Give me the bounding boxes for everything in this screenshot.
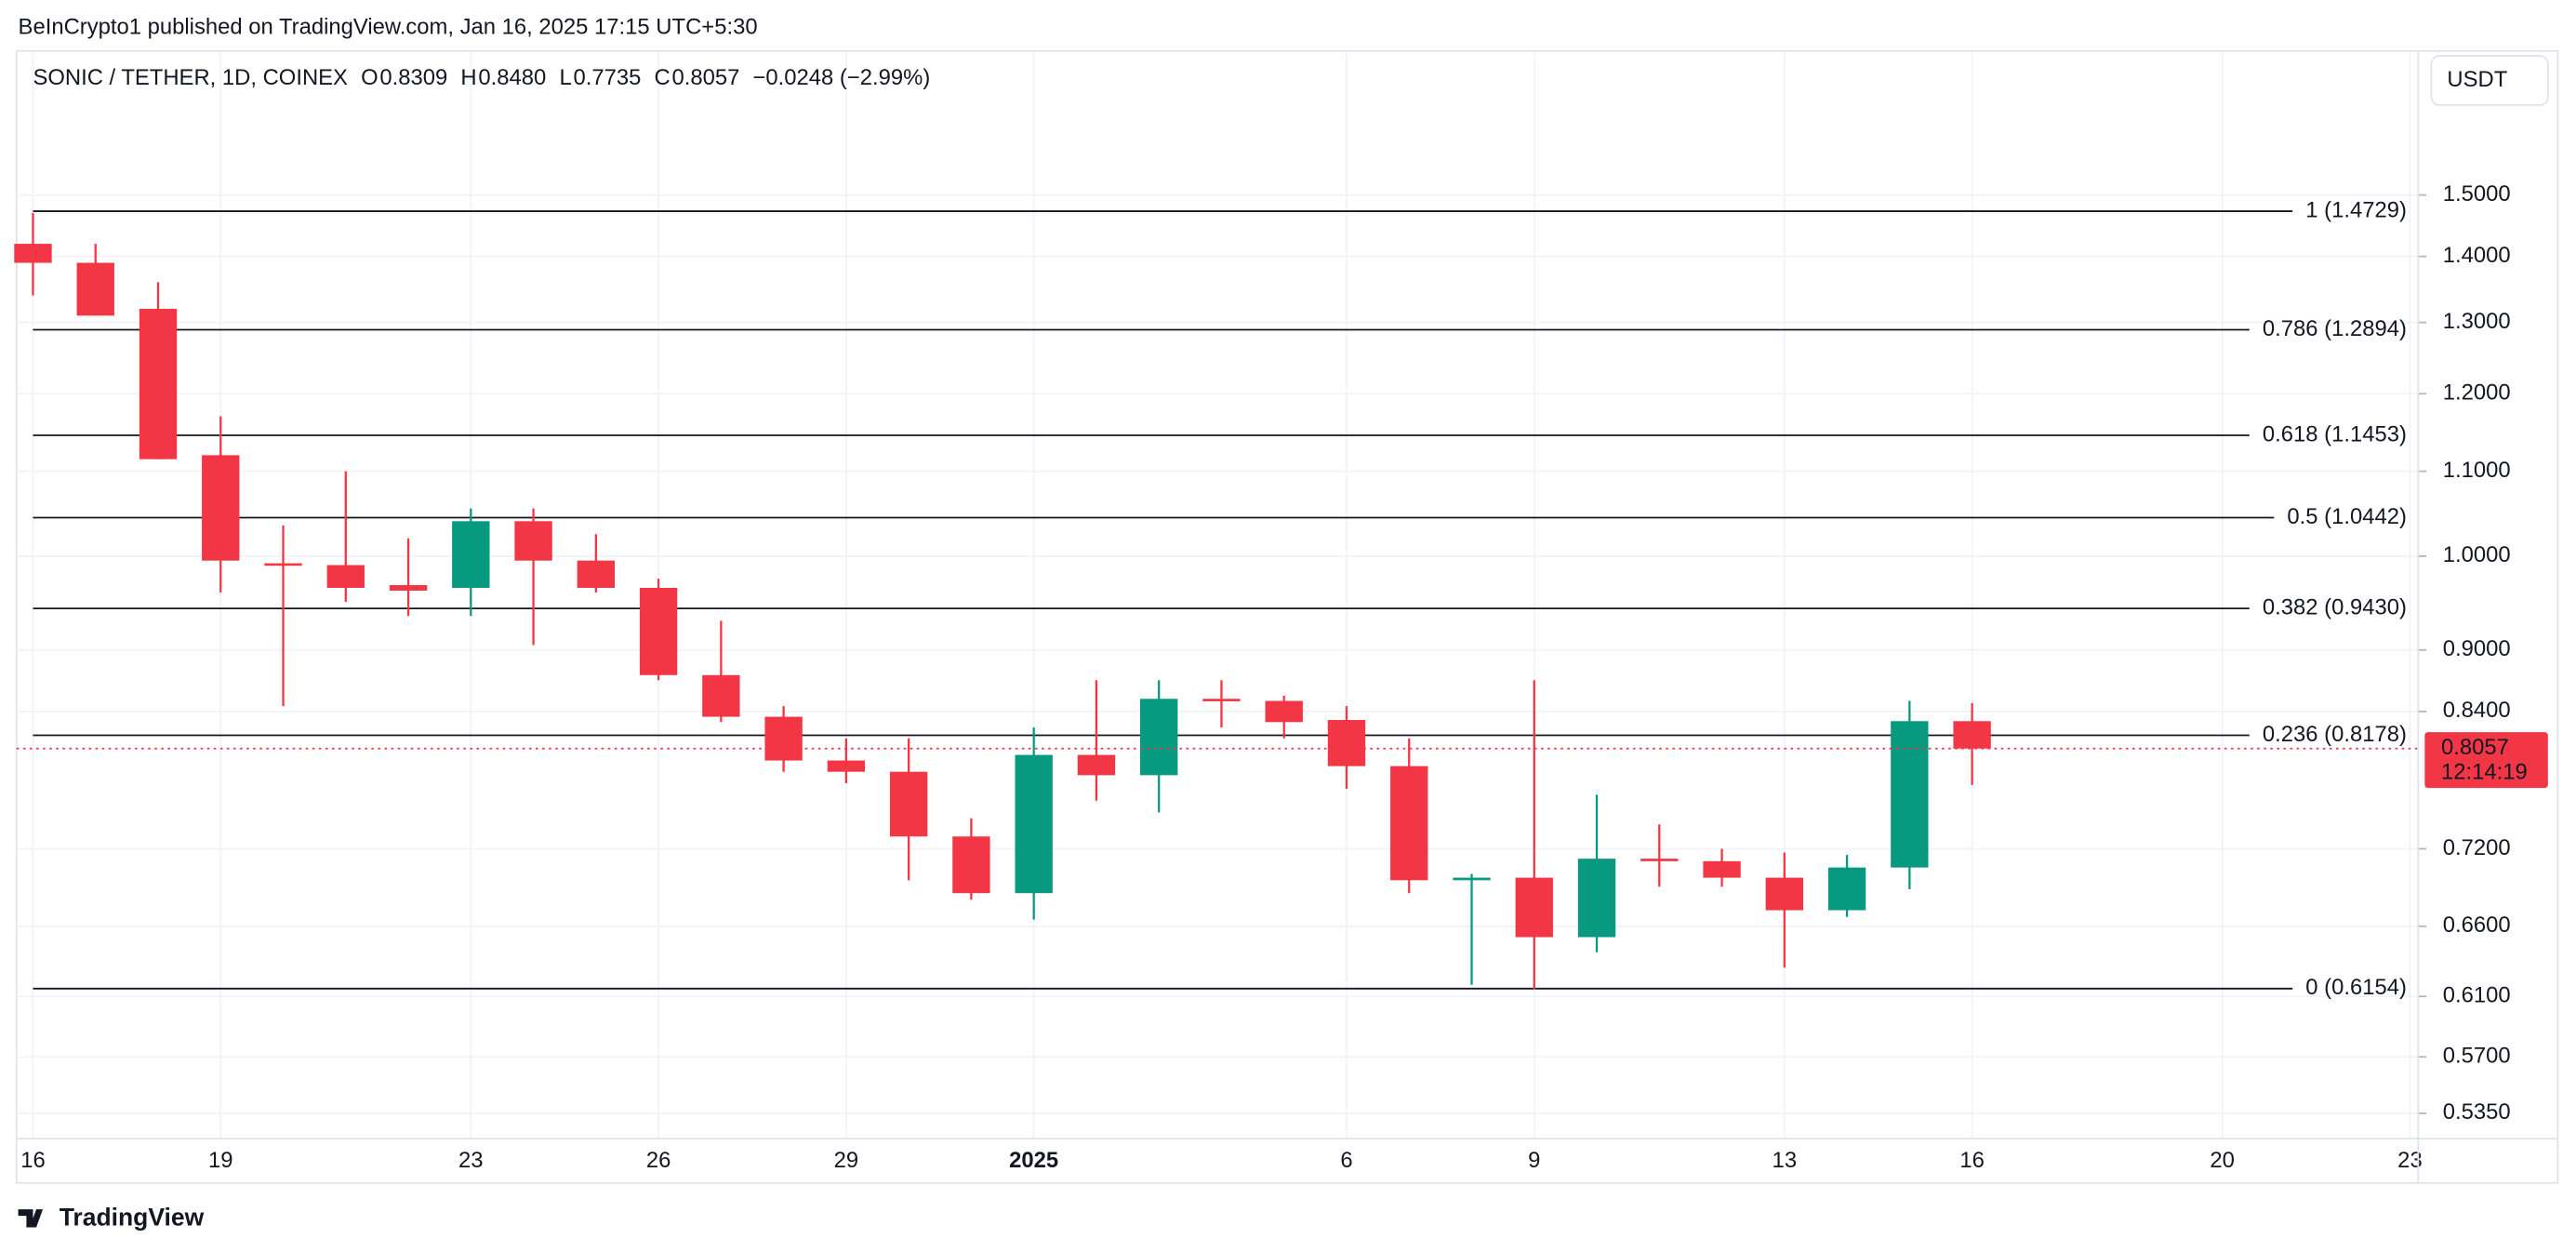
legend-text: C <box>655 65 671 90</box>
x-tick-label: 19 <box>208 1148 233 1173</box>
x-tick-label: 29 <box>834 1148 859 1173</box>
y-tick-label: 1.1000 <box>2443 458 2511 483</box>
candle-body <box>1577 859 1616 938</box>
candle-body <box>889 771 928 837</box>
y-tick-label: 1.3000 <box>2443 309 2511 334</box>
candle-body <box>1015 754 1053 894</box>
candle-body <box>1390 766 1428 881</box>
candle-body <box>702 674 740 717</box>
y-tick-label: 0.8400 <box>2443 698 2511 723</box>
logo: TradingView <box>18 1204 205 1232</box>
logo-icon <box>18 1209 44 1228</box>
logo-text: TradingView <box>60 1204 205 1232</box>
price-tag-value: 0.8057 <box>2441 735 2509 760</box>
currency-label: USDT <box>2447 67 2507 92</box>
candle-body <box>1891 721 1929 868</box>
x-tick-label: 23 <box>458 1148 484 1173</box>
x-tick-label: 26 <box>646 1148 671 1173</box>
x-tick-label: 16 <box>1959 1148 1985 1173</box>
x-tick-label: 2025 <box>1009 1148 1058 1173</box>
price-tag-countdown: 12:14:19 <box>2441 760 2528 785</box>
candle-body <box>639 588 678 675</box>
candle-body <box>1327 720 1366 766</box>
candle-body <box>764 716 803 761</box>
price-tag <box>2424 732 2548 789</box>
y-tick-label: 0.9000 <box>2443 636 2511 661</box>
candle-body <box>1765 877 1804 911</box>
candle-body <box>326 565 365 589</box>
x-tick-label: 20 <box>2210 1148 2235 1173</box>
y-tick-label: 1.4000 <box>2443 243 2511 268</box>
legend-text: H <box>460 65 476 90</box>
x-tick-label: 6 <box>1340 1148 1352 1173</box>
candle-body <box>514 521 552 561</box>
legend-text: −0.0248 (−2.99%) <box>753 65 931 90</box>
legend-text: 0.8480 <box>478 65 546 90</box>
candle-body <box>1703 860 1741 878</box>
legend-text: O <box>361 65 378 90</box>
candle-body <box>452 521 490 589</box>
candle-body <box>389 585 428 591</box>
candle-body <box>1202 699 1241 701</box>
chart-panel <box>15 49 2559 1184</box>
fib-label: 1 (1.4729) <box>2305 197 2407 222</box>
candle-body <box>139 309 178 460</box>
legend-text: 0.7735 <box>573 65 641 90</box>
candle-body <box>14 244 52 263</box>
x-tick-label: 13 <box>1773 1148 1798 1173</box>
fib-label: 0.618 (1.1453) <box>2263 421 2407 446</box>
candle-body <box>264 563 302 566</box>
y-tick-label: 0.7200 <box>2443 835 2511 860</box>
y-tick-label: 1.5000 <box>2443 181 2511 206</box>
candle-body <box>1453 877 1491 881</box>
legend-text: 0.8057 <box>671 65 739 90</box>
fib-label: 0 (0.6154) <box>2305 975 2407 1000</box>
x-tick-label: 16 <box>20 1148 46 1173</box>
legend-text: L <box>559 65 571 90</box>
publisher-line: BeInCrypto1 published on TradingView.com… <box>19 14 758 39</box>
fib-label: 0.786 (1.2894) <box>2263 316 2407 341</box>
fib-label: 0.5 (1.0442) <box>2287 504 2407 529</box>
candle-body <box>1953 721 1991 749</box>
legend-text: 0.8309 <box>379 65 447 90</box>
fib-label: 0.382 (0.9430) <box>2263 594 2407 619</box>
y-tick-label: 1.2000 <box>2443 380 2511 406</box>
candle-body <box>577 560 616 589</box>
candle-body <box>76 262 114 316</box>
y-tick-label: 0.6600 <box>2443 912 2511 938</box>
candle-body <box>1265 700 1303 723</box>
candle-body <box>1827 867 1866 911</box>
currency-button[interactable] <box>2430 55 2549 106</box>
legend-text: SONIC / TETHER, 1D, COINEX <box>33 65 348 90</box>
candle-body <box>1140 699 1178 776</box>
candle-body <box>1077 754 1116 776</box>
candle-body <box>827 760 866 772</box>
y-tick-label: 0.6100 <box>2443 983 2511 1008</box>
x-tick-label: 9 <box>1528 1148 1540 1173</box>
plot: 1 (1.4729) 0.786 (1.2894) 0.618 (1.1453) 0.… <box>14 197 2419 1000</box>
fib-label: 0.236 (0.8178) <box>2263 722 2407 747</box>
candle-body <box>1640 859 1679 861</box>
candle-body <box>202 455 240 561</box>
y-tick-label: 1.0000 <box>2443 542 2511 567</box>
candle-body <box>1515 877 1553 938</box>
y-tick-label: 0.5350 <box>2443 1099 2511 1125</box>
grid <box>16 52 2427 1139</box>
y-tick-label: 0.5700 <box>2443 1043 2511 1068</box>
candle-body <box>952 836 990 894</box>
